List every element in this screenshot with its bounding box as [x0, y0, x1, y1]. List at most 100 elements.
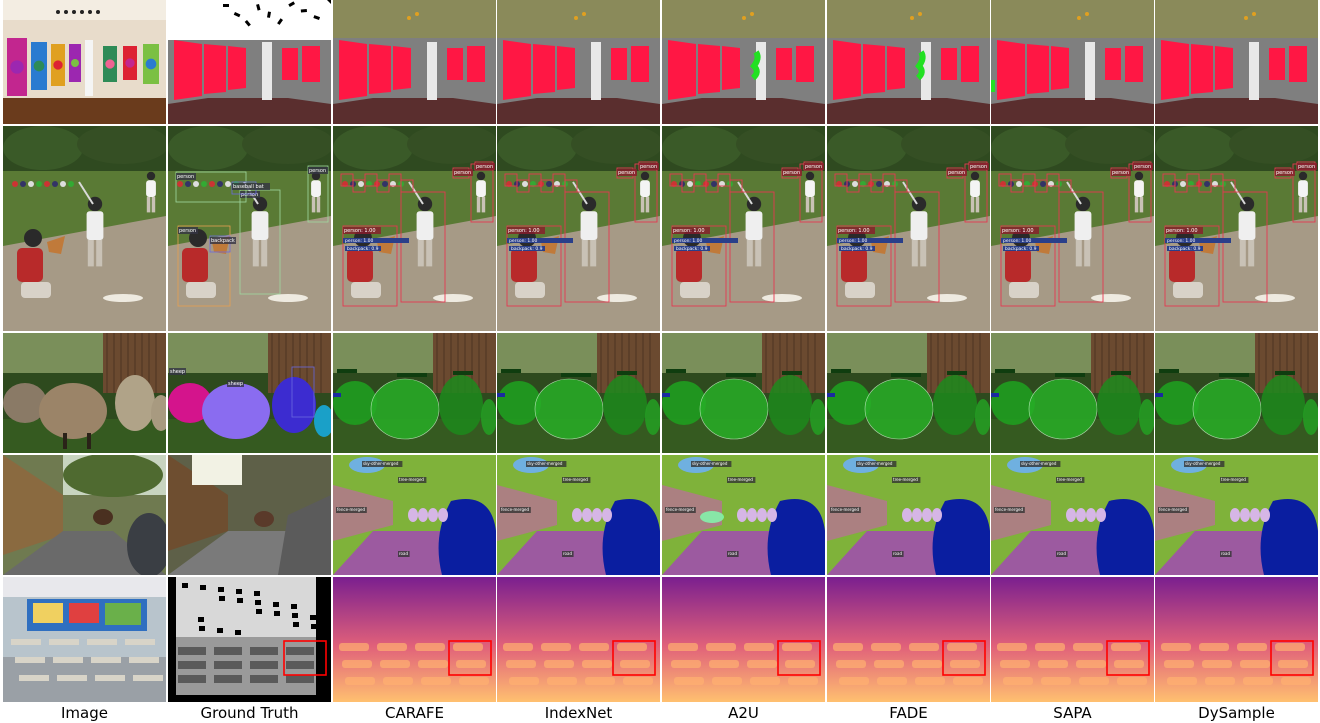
- panel-road-carafe: sky-other-merged tree-merged fence-merged r…: [333, 455, 496, 575]
- panoptic-segmentation-image: sky-other-merged tree-merged fence-merged r…: [333, 455, 496, 575]
- object-detection-image: [3, 126, 166, 331]
- panel-sheep-dysample: [1155, 333, 1318, 453]
- panel-road-a2u: sky-other-merged tree-merged fence-merged r…: [662, 455, 825, 575]
- semantic-segmentation-image: [827, 0, 990, 124]
- panel-baseball-a2u: person: 1.00 person person person: 1.00 back…: [662, 126, 825, 331]
- svg-text:fence-merged: fence-merged: [337, 507, 365, 512]
- svg-text:road: road: [728, 551, 737, 556]
- panel-road-indexnet: sky-other-merged tree-merged fence-merged r…: [497, 455, 660, 575]
- panel-classroom-sapa: [991, 577, 1154, 702]
- svg-text:person: 1.00: person: 1.00: [839, 238, 868, 244]
- svg-text:backpack: 0.9: backpack: 0.9: [511, 246, 543, 252]
- panel-sheep-a2u: [662, 333, 825, 453]
- semantic-segmentation-image: [497, 0, 660, 124]
- svg-text:sheep: sheep: [170, 369, 185, 375]
- svg-text:tree-merged: tree-merged: [1057, 477, 1082, 482]
- panel-classroom-image: [3, 577, 166, 702]
- panel-baseball-carafe: person: 1.00 person person person: 1.00 back…: [333, 126, 496, 331]
- panel-gallery-fade: [827, 0, 990, 124]
- svg-text:sky-other-merged: sky-other-merged: [1185, 461, 1221, 466]
- semantic-segmentation-image: [991, 0, 1154, 124]
- svg-text:tree-merged: tree-merged: [728, 477, 753, 482]
- semantic-segmentation-image: [333, 0, 496, 124]
- depth-estimation-image: [1155, 577, 1318, 702]
- panoptic-segmentation-image: [168, 455, 331, 575]
- svg-text:fence-merged: fence-merged: [1159, 507, 1187, 512]
- panoptic-segmentation-image: sky-other-merged tree-merged fence-merged r…: [662, 455, 825, 575]
- svg-text:fence-merged: fence-merged: [666, 507, 694, 512]
- panel-road-dysample: sky-other-merged tree-merged fence-merged r…: [1155, 455, 1318, 575]
- panel-classroom-dysample: [1155, 577, 1318, 702]
- svg-text:person: person: [618, 170, 635, 176]
- svg-text:sky-other-merged: sky-other-merged: [692, 461, 728, 466]
- panel-classroom-carafe: [333, 577, 496, 702]
- svg-text:person: 1.00: person: 1.00: [1003, 238, 1032, 244]
- svg-text:road: road: [563, 551, 572, 556]
- svg-text:person: 1.00: person: 1.00: [1166, 228, 1198, 234]
- panoptic-segmentation-image: sky-other-merged tree-merged fence-merged r…: [497, 455, 660, 575]
- object-detection-image: person: 1.00 person person person: 1.00 back…: [333, 126, 496, 331]
- svg-text:person: 1.00: person: 1.00: [838, 228, 870, 234]
- svg-text:person: person: [454, 170, 471, 176]
- depth-estimation-image: [168, 577, 331, 702]
- panel-sheep-fade: [827, 333, 990, 453]
- svg-text:backpack: 0.9: backpack: 0.9: [1169, 246, 1201, 252]
- instance-segmentation-image: [991, 333, 1154, 453]
- svg-text:person: person: [640, 164, 657, 170]
- svg-text:person: person: [805, 164, 822, 170]
- svg-text:person: 1.00: person: 1.00: [1002, 228, 1034, 234]
- object-detection-image: person: 1.00 person person person: 1.00 back…: [497, 126, 660, 331]
- panel-gallery-a2u: [662, 0, 825, 124]
- svg-text:fence-merged: fence-merged: [831, 507, 859, 512]
- svg-text:road: road: [1057, 551, 1066, 556]
- instance-segmentation-image: [497, 333, 660, 453]
- svg-text:sky-other-merged: sky-other-merged: [857, 461, 893, 466]
- svg-text:person: person: [1112, 170, 1129, 176]
- column-label: SAPA: [1053, 704, 1092, 722]
- svg-text:backpack: 0.9: backpack: 0.9: [347, 246, 379, 252]
- svg-text:tree-merged: tree-merged: [893, 477, 918, 482]
- panel-gallery-ground-truth: [168, 0, 331, 124]
- panel-road-sapa: sky-other-merged tree-merged fence-merged r…: [991, 455, 1154, 575]
- panel-classroom-ground-truth: [168, 577, 331, 702]
- svg-text:person: person: [783, 170, 800, 176]
- semantic-segmentation-image: [3, 0, 166, 124]
- svg-text:sky-other-merged: sky-other-merged: [1021, 461, 1057, 466]
- panel-sheep-carafe: [333, 333, 496, 453]
- panel-classroom-fade: [827, 577, 990, 702]
- svg-text:person: 1.00: person: 1.00: [674, 238, 703, 244]
- panel-sheep-sapa: [991, 333, 1154, 453]
- object-detection-image: person: 1.00 person person person: 1.00 back…: [662, 126, 825, 331]
- svg-text:backpack: 0.9: backpack: 0.9: [676, 246, 708, 252]
- depth-estimation-image: [827, 577, 990, 702]
- panel-baseball-sapa: person: 1.00 person person person: 1.00 back…: [991, 126, 1154, 331]
- svg-text:backpack: backpack: [211, 238, 235, 244]
- instance-segmentation-image: [3, 333, 166, 453]
- panel-sheep-image: [3, 333, 166, 453]
- panel-gallery-carafe: [333, 0, 496, 124]
- semantic-segmentation-image: [662, 0, 825, 124]
- svg-text:person: 1.00: person: 1.00: [344, 228, 376, 234]
- panel-baseball-ground-truth: person person person person backpack baseball…: [168, 126, 331, 331]
- svg-text:person: person: [309, 168, 326, 174]
- panel-gallery-indexnet: [497, 0, 660, 124]
- svg-text:road: road: [1221, 551, 1230, 556]
- panoptic-segmentation-image: sky-other-merged tree-merged fence-merged r…: [1155, 455, 1318, 575]
- svg-text:road: road: [893, 551, 902, 556]
- object-detection-image: person: 1.00 person person person: 1.00 back…: [827, 126, 990, 331]
- semantic-segmentation-image: [1155, 0, 1318, 124]
- svg-text:fence-merged: fence-merged: [501, 507, 529, 512]
- panel-baseball-dysample: person: 1.00 person person person: 1.00 back…: [1155, 126, 1318, 331]
- svg-text:person: person: [476, 164, 493, 170]
- svg-text:person: person: [948, 170, 965, 176]
- panel-baseball-fade: person: 1.00 person person person: 1.00 back…: [827, 126, 990, 331]
- column-label: CARAFE: [385, 704, 444, 722]
- instance-segmentation-image: [662, 333, 825, 453]
- depth-estimation-image: [333, 577, 496, 702]
- svg-text:person: person: [1134, 164, 1151, 170]
- svg-text:person: 1.00: person: 1.00: [673, 228, 705, 234]
- svg-text:person: person: [1276, 170, 1293, 176]
- object-detection-image: person person person person backpack baseball…: [168, 126, 331, 331]
- panel-gallery-dysample: [1155, 0, 1318, 124]
- panoptic-segmentation-image: [3, 455, 166, 575]
